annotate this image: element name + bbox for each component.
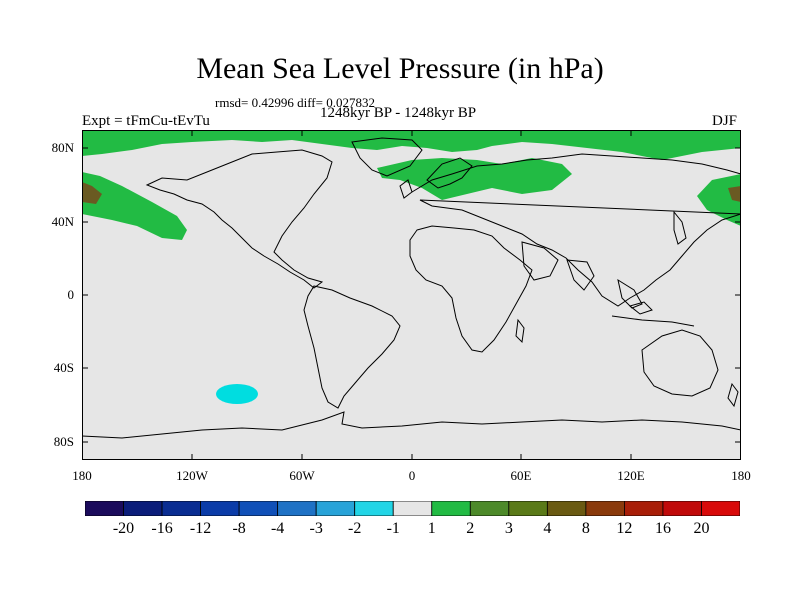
y-tick-label: 40S: [53, 360, 74, 375]
colorbar-label: -4: [270, 520, 285, 537]
green-anomaly-north-pacific-east: [697, 174, 741, 226]
coast-southeast-asia: [617, 278, 643, 309]
colorbar-label: -16: [151, 520, 173, 537]
colorbar-swatch: [469, 501, 510, 516]
x-tick-label: 120W: [176, 468, 208, 483]
colorbar-swatch: [85, 501, 124, 516]
colorbar-swatch: [315, 501, 356, 516]
coast-uk: [399, 179, 413, 199]
colorbar-label: -20: [112, 520, 135, 537]
colorbar-swatch: [508, 501, 548, 516]
colorbar-swatch: [392, 501, 433, 516]
season-label: DJF: [712, 113, 738, 129]
anomaly-shading: [82, 130, 741, 404]
brown-anomaly-west: [82, 182, 102, 204]
coastlines: [82, 137, 741, 439]
y-tick-label: 80S: [53, 434, 74, 449]
coast-north-america: [145, 149, 333, 289]
colorbar-swatch: [238, 501, 279, 516]
colorbar-swatch: [662, 501, 702, 516]
experiment-label: Expt = tFmCu-tEvTu: [82, 113, 210, 129]
colorbar-swatch: [546, 501, 587, 516]
x-tick-label: 0: [408, 468, 416, 483]
map-panel: [82, 130, 741, 460]
coast-antarctica: [82, 411, 741, 439]
coast-south-america: [303, 285, 401, 409]
coast-africa: [409, 225, 533, 353]
coast-new-zealand: [727, 382, 739, 408]
colorbar-swatch: [200, 501, 240, 516]
coast-greenland: [351, 137, 423, 177]
coast-scandinavia: [426, 157, 473, 189]
coast-arabia: [521, 241, 559, 281]
y-tick-label: 40N: [51, 214, 74, 229]
colorbar-swatch: [354, 501, 394, 516]
map-background: [82, 130, 741, 460]
colorbar-label: 8: [581, 520, 590, 537]
stats-line: rmsd= 0.42996 diff= 0.027832: [215, 95, 375, 110]
brown-anomaly-east: [728, 186, 741, 202]
coast-madagascar: [515, 318, 525, 344]
y-tick-label: 0: [67, 287, 75, 302]
coast-europe-asia: [411, 153, 741, 307]
colorbar-label: 4: [543, 520, 552, 537]
colorbar-label: -8: [232, 520, 246, 537]
x-tick-label: 180: [72, 468, 92, 483]
x-tick-label: 60W: [289, 468, 315, 483]
x-tick-label: 60E: [510, 468, 532, 483]
green-anomaly-north-pacific-west: [82, 172, 187, 240]
colorbar: [85, 501, 740, 516]
colorbar-label: 16: [654, 520, 671, 537]
x-tick-label: 180: [731, 468, 751, 483]
colorbar-swatch: [277, 501, 317, 516]
colorbar-swatch: [161, 501, 201, 516]
colorbar-label: 20: [693, 520, 710, 537]
colorbar-swatch: [123, 501, 163, 516]
colorbar-label: 12: [616, 520, 633, 537]
colorbar-swatch: [431, 501, 471, 516]
chart-title: Mean Sea Level Pressure (in hPa): [196, 52, 604, 85]
green-anomaly-arctic: [82, 130, 741, 160]
y-tick-label: 80N: [51, 140, 74, 155]
subtitle: 1248kyr BP - 1248kyr BP: [320, 105, 477, 121]
green-anomaly-north-europe: [377, 158, 572, 200]
coast-india: [566, 259, 595, 291]
colorbar-swatch: [585, 501, 625, 516]
colorbar-label: -12: [189, 520, 212, 537]
coast-australia: [641, 329, 719, 397]
colorbar-swatch: [624, 501, 664, 516]
colorbar-label: -1: [386, 520, 400, 537]
cyan-anomaly-south-pacific: [216, 384, 258, 404]
colorbar-swatch: [701, 501, 740, 516]
colorbar-label: 3: [504, 520, 513, 537]
colorbar-label: 1: [427, 520, 436, 537]
coast-japan: [673, 210, 687, 245]
x-tick-label: 120E: [617, 468, 645, 483]
coast-indonesia: [611, 301, 695, 327]
colorbar-label: 2: [466, 520, 475, 537]
colorbar-label: -2: [348, 520, 362, 537]
map-ticks: [82, 130, 741, 460]
colorbar-label: -3: [309, 520, 323, 537]
